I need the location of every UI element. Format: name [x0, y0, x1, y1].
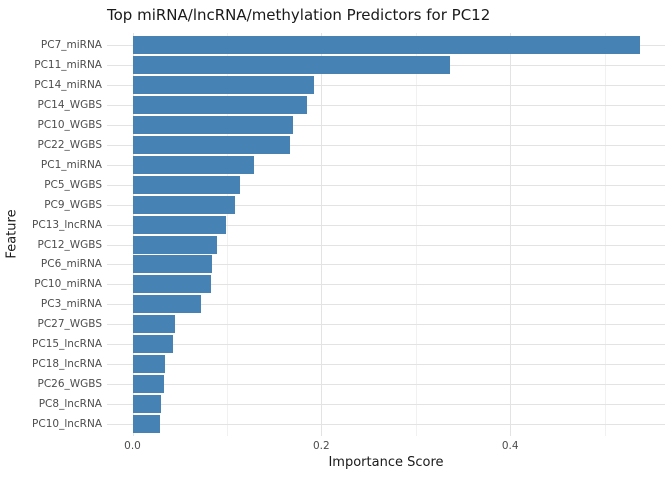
bar-PC7_miRNA: [132, 36, 640, 54]
bar-PC10_miRNA: [132, 275, 211, 294]
y-tick-label: PC27_WGBS: [37, 318, 102, 331]
y-tick-label: PC26_WGBS: [37, 378, 102, 391]
major-gridline-horizontal: [107, 244, 665, 246]
bar-PC3_miRNA: [132, 295, 202, 314]
y-tick-label: PC15_lncRNA: [32, 338, 102, 351]
x-axis-title: Importance Score: [328, 455, 444, 470]
major-gridline-horizontal: [107, 124, 665, 126]
major-gridline-horizontal: [107, 184, 665, 186]
y-tick-label: PC18_lncRNA: [32, 358, 102, 371]
bar-PC10_lncRNA: [132, 415, 160, 433]
minor-gridline-vertical: [604, 33, 606, 436]
major-gridline-horizontal: [107, 104, 665, 106]
y-tick-label: PC8_lncRNA: [38, 398, 102, 411]
major-gridline-vertical: [132, 33, 134, 436]
bar-PC9_WGBS: [132, 195, 236, 214]
bar-PC1_miRNA: [132, 155, 255, 174]
major-gridline-horizontal: [107, 424, 665, 425]
plot-panel: [107, 33, 665, 436]
bar-PC15_lncRNA: [132, 335, 174, 354]
y-tick-label: PC9_WGBS: [44, 198, 102, 211]
major-gridline-vertical: [510, 33, 512, 436]
bar-PC6_miRNA: [132, 255, 212, 274]
bar-PC10_WGBS: [132, 115, 293, 134]
major-gridline-horizontal: [107, 344, 665, 346]
major-gridline-horizontal: [107, 324, 665, 326]
bar-PC12_WGBS: [132, 235, 217, 254]
major-gridline-horizontal: [107, 144, 665, 146]
major-gridline-horizontal: [107, 384, 665, 386]
y-tick-label: PC14_miRNA: [34, 78, 102, 91]
bar-PC14_miRNA: [132, 75, 314, 94]
bar-PC8_lncRNA: [132, 395, 161, 414]
major-gridline-horizontal: [107, 224, 665, 226]
x-tick-label: 0.4: [501, 440, 519, 452]
major-gridline-horizontal: [107, 164, 665, 166]
y-tick-label: PC6_miRNA: [40, 258, 102, 271]
bar-PC13_lncRNA: [132, 215, 226, 234]
bar-PC14_WGBS: [132, 95, 308, 114]
major-gridline-horizontal: [107, 364, 665, 366]
y-tick-label: PC11_miRNA: [34, 58, 102, 71]
y-tick-label: PC10_lncRNA: [32, 418, 102, 430]
y-tick-label: PC3_miRNA: [40, 298, 102, 311]
bar-PC27_WGBS: [132, 315, 175, 334]
bar-PC11_miRNA: [132, 55, 450, 74]
major-gridline-horizontal: [107, 204, 665, 206]
bar-PC5_WGBS: [132, 175, 241, 194]
y-tick-label: PC22_WGBS: [37, 138, 102, 151]
bar-PC22_WGBS: [132, 135, 291, 154]
major-gridline-vertical: [321, 33, 323, 436]
major-gridline-horizontal: [107, 404, 665, 406]
y-tick-label: PC13_lncRNA: [32, 218, 102, 231]
bar-PC18_lncRNA: [132, 355, 165, 374]
y-tick-label: PC10_miRNA: [34, 278, 102, 291]
y-tick-label: PC7_miRNA: [40, 39, 102, 51]
x-tick-label: 0.0: [124, 440, 141, 452]
y-tick-label: PC1_miRNA: [40, 158, 102, 171]
y-tick-label: PC5_WGBS: [44, 178, 102, 191]
minor-gridline-vertical: [226, 33, 228, 436]
major-gridline-horizontal: [107, 304, 665, 306]
bar-PC26_WGBS: [132, 375, 164, 394]
y-axis-title: Feature: [4, 209, 20, 259]
minor-gridline-vertical: [415, 33, 417, 436]
chart-title: Top miRNA/lncRNA/methylation Predictors …: [107, 6, 491, 24]
major-gridline-horizontal: [107, 284, 665, 286]
y-tick-label: PC10_WGBS: [37, 118, 102, 131]
major-gridline-horizontal: [107, 264, 665, 266]
major-gridline-horizontal: [107, 84, 665, 86]
y-tick-label: PC12_WGBS: [37, 238, 102, 251]
y-tick-label: PC14_WGBS: [37, 98, 102, 111]
x-tick-label: 0.2: [312, 440, 330, 452]
